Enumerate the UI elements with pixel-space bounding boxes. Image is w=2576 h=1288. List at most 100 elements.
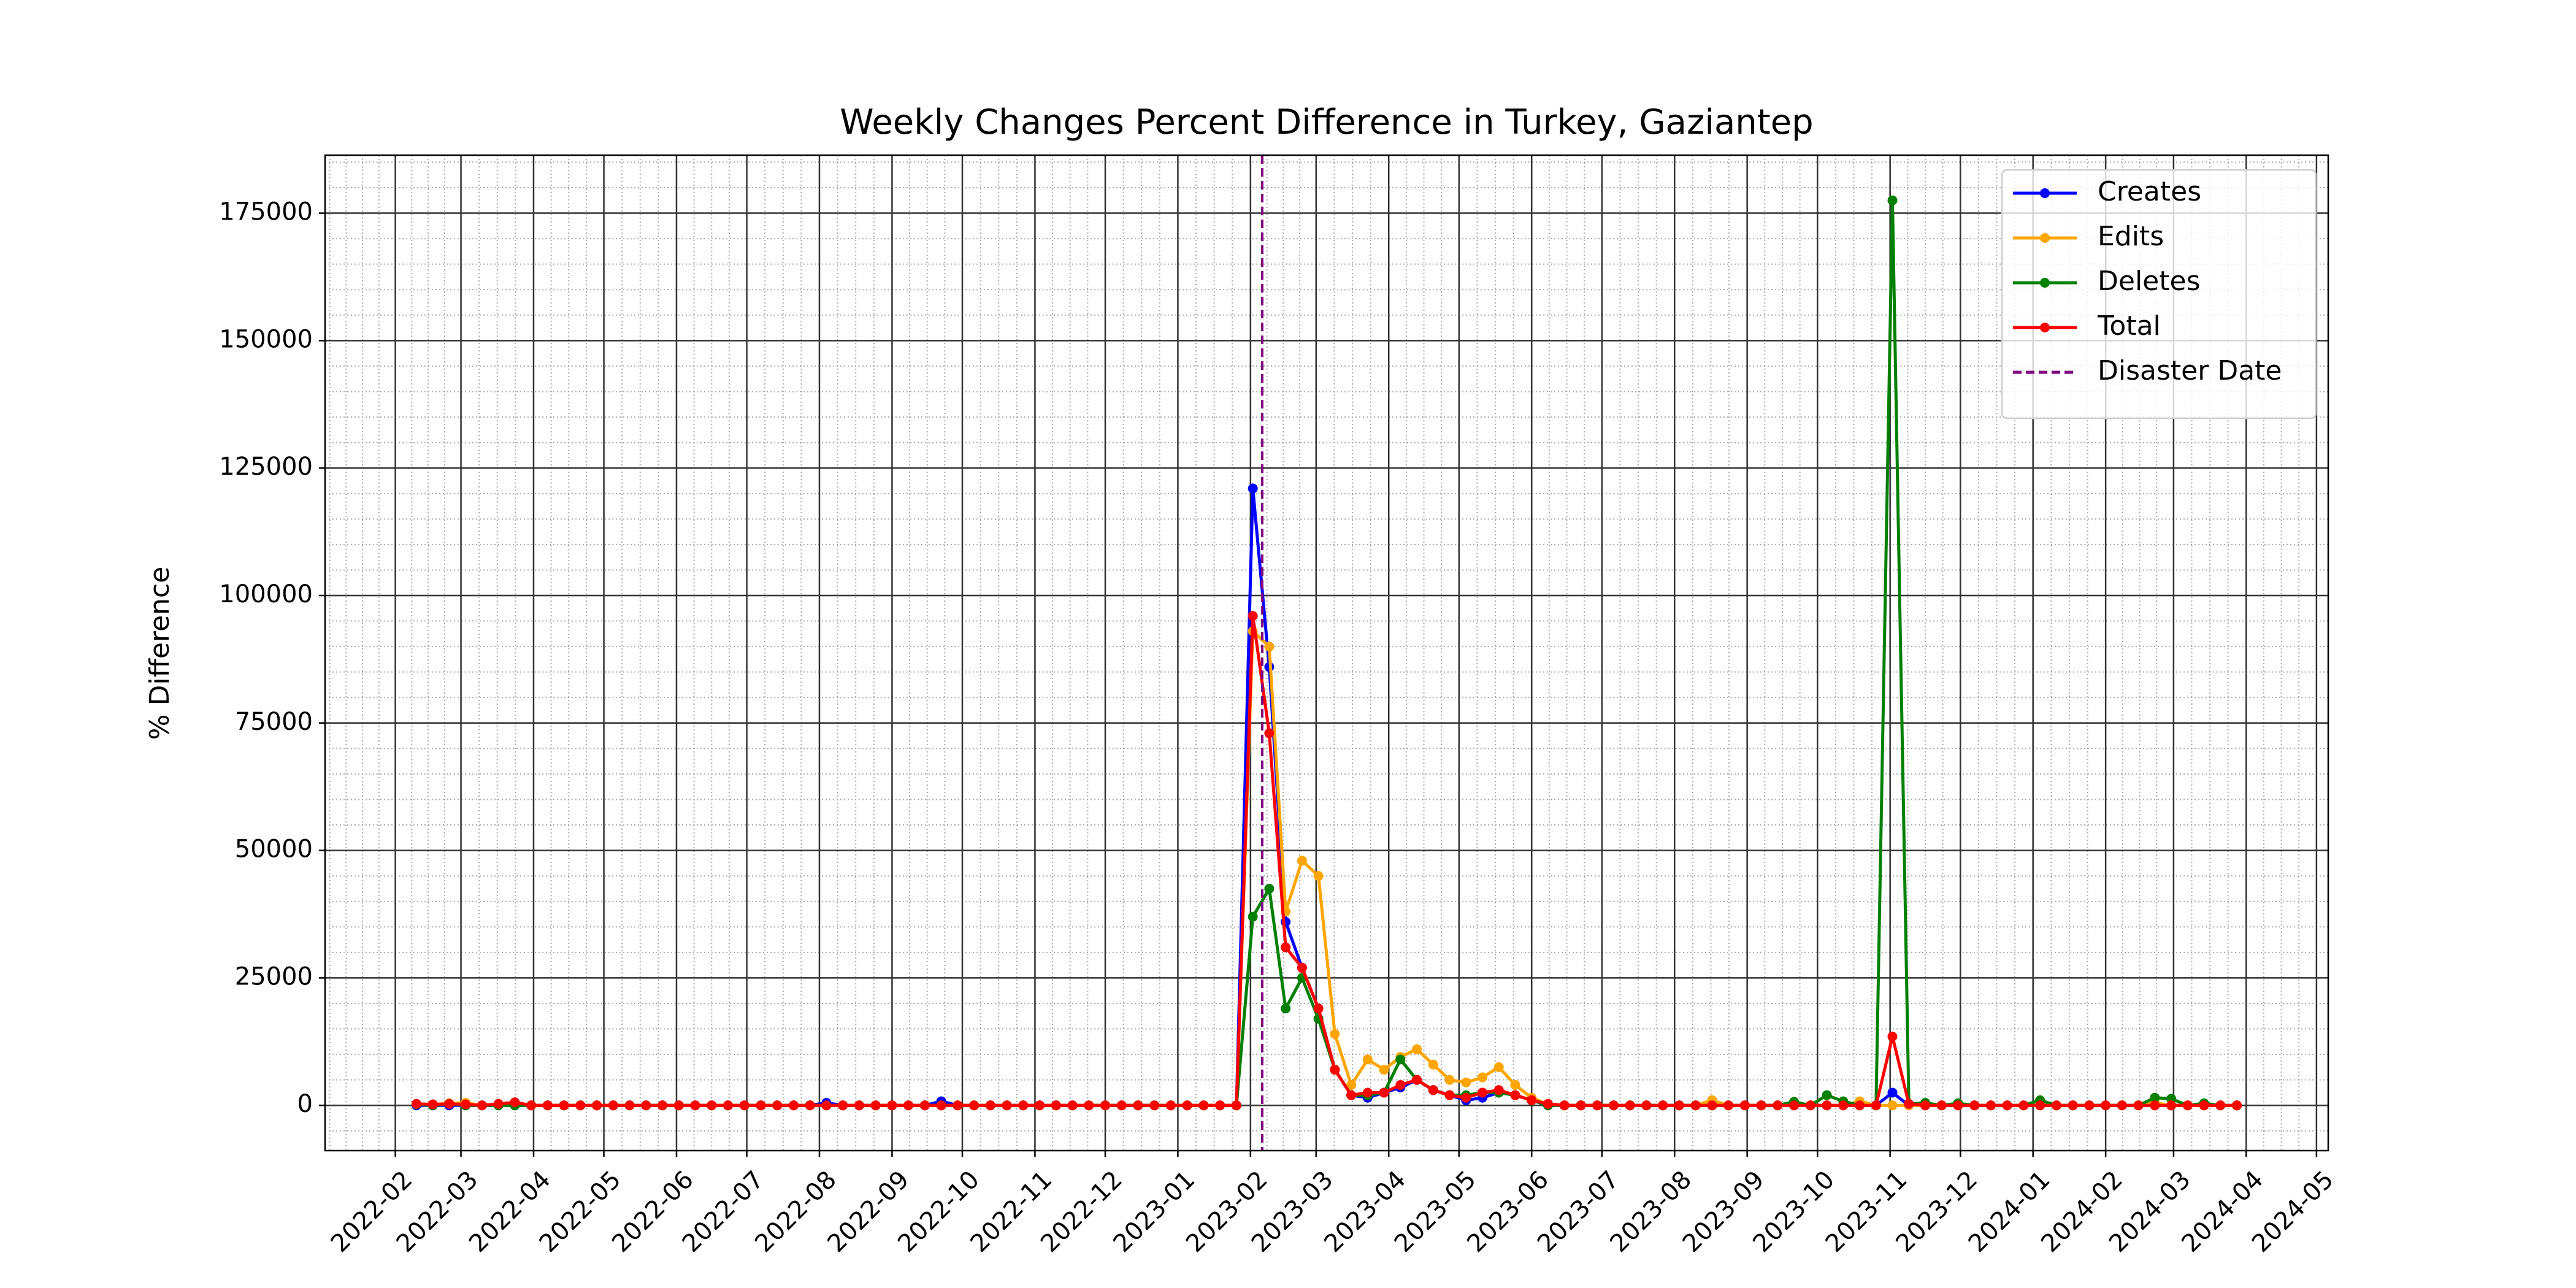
legend-marker [2040, 188, 2050, 198]
data-point [903, 1100, 914, 1111]
data-point [444, 1098, 454, 1109]
data-point [1412, 1044, 1422, 1054]
series [411, 611, 2242, 1111]
data-point [1756, 1100, 1766, 1111]
data-point [1707, 1100, 1717, 1111]
data-point [1231, 1100, 1241, 1111]
data-point [1133, 1100, 1143, 1111]
data-point [1805, 1100, 1815, 1111]
data-point [1444, 1090, 1455, 1100]
data-point [1330, 1065, 1340, 1075]
data-point [2084, 1100, 2095, 1111]
data-point [739, 1100, 749, 1111]
data-point [690, 1100, 700, 1111]
data-point [969, 1100, 979, 1111]
data-point [1904, 1098, 1914, 1109]
data-point [919, 1100, 930, 1111]
data-point [1461, 1092, 1471, 1103]
data-point [542, 1100, 553, 1111]
data-point [1444, 1075, 1455, 1085]
data-point [756, 1100, 766, 1111]
data-point [838, 1100, 848, 1111]
data-point [1313, 871, 1324, 881]
data-point [1395, 1079, 1406, 1090]
data-point [870, 1100, 881, 1111]
data-point [1592, 1100, 1603, 1111]
data-point [1510, 1090, 1520, 1100]
data-point [1330, 1029, 1340, 1039]
data-point [1281, 1003, 1291, 1014]
data-point [1428, 1059, 1438, 1070]
data-point [1362, 1087, 1373, 1098]
data-point [707, 1100, 717, 1111]
data-point [936, 1100, 946, 1111]
data-point [1018, 1100, 1029, 1111]
legend-marker [2040, 323, 2050, 332]
plot-frame [324, 154, 2329, 1152]
grid [325, 155, 2328, 1151]
data-point [1248, 611, 1258, 621]
legend-label: Creates [2098, 176, 2201, 207]
legend-box [2001, 169, 2317, 420]
data-point [821, 1100, 832, 1111]
data-point [1936, 1100, 1947, 1111]
data-point [641, 1100, 651, 1111]
data-point [1165, 1100, 1176, 1111]
data-point [1641, 1100, 1652, 1111]
legend-label: Deletes [2098, 266, 2201, 297]
chart-title: Weekly Changes Percent Difference in Tur… [840, 102, 1813, 142]
data-point [1379, 1087, 1389, 1098]
data-point [1559, 1100, 1570, 1111]
data-point [1182, 1100, 1192, 1111]
data-point [1608, 1100, 1619, 1111]
legend-label: Total [2097, 310, 2161, 342]
data-point [1149, 1100, 1160, 1111]
data-point [1723, 1100, 1734, 1111]
data-point [2215, 1100, 2226, 1111]
data-point [1313, 1003, 1324, 1014]
data-point [1576, 1100, 1586, 1111]
data-point [1920, 1100, 1930, 1111]
data-point [1493, 1085, 1504, 1095]
data-point [510, 1097, 520, 1108]
data-point [1478, 1087, 1488, 1098]
legend-label: Disaster Date [2098, 355, 2282, 386]
data-point [559, 1100, 569, 1111]
data-point [1789, 1100, 1800, 1111]
data-point [477, 1100, 487, 1111]
data-point [1264, 883, 1275, 894]
data-point [1264, 728, 1275, 738]
data-point [411, 1098, 421, 1109]
data-point [1198, 1100, 1209, 1111]
data-point [1855, 1100, 1865, 1111]
data-point [1002, 1100, 1012, 1111]
y-tick-label: 75000 [235, 708, 313, 736]
data-point [1822, 1090, 1832, 1100]
y-tick-label: 50000 [235, 835, 313, 864]
data-point [1985, 1100, 1996, 1111]
data-point [2018, 1100, 2029, 1111]
data-point [1739, 1100, 1750, 1111]
data-point [1346, 1090, 1357, 1100]
data-point [1822, 1100, 1832, 1111]
data-point [1248, 911, 1258, 922]
data-point [2117, 1100, 2127, 1111]
y-tick-label: 0 [297, 1090, 313, 1118]
data-point [1510, 1079, 1520, 1090]
data-point [1116, 1100, 1127, 1111]
data-point [1527, 1095, 1537, 1105]
data-point [1412, 1075, 1422, 1085]
data-point [1264, 642, 1275, 652]
data-point [1674, 1100, 1684, 1111]
data-point [526, 1100, 537, 1111]
data-point [1395, 1054, 1406, 1065]
data-point [1838, 1100, 1849, 1111]
data-point [1362, 1054, 1373, 1065]
data-point [1887, 1032, 1898, 1042]
data-point [854, 1100, 864, 1111]
data-point [1346, 1079, 1357, 1090]
y-axis-label: % Difference [144, 567, 175, 740]
data-point [1461, 1077, 1471, 1087]
data-point [1493, 1062, 1504, 1072]
data-point [2199, 1100, 2209, 1111]
